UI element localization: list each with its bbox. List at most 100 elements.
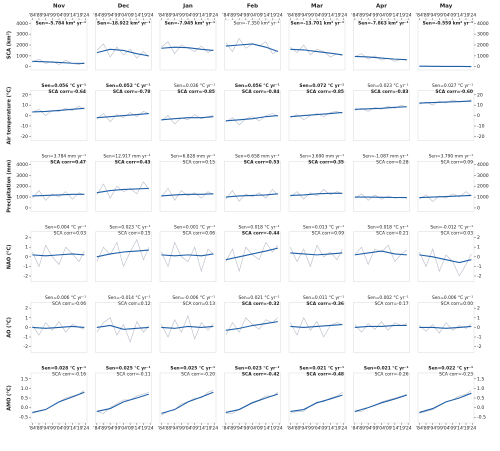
trend-line <box>290 323 343 328</box>
raw-line <box>225 317 279 336</box>
annotation: SCA corr=-0.20 <box>181 372 215 378</box>
x-tick-label: '09 <box>385 13 392 19</box>
annotation: Sen=3.784 mm yr⁻¹ <box>42 154 87 160</box>
trend-line <box>290 111 343 118</box>
x-tick-label: '84 <box>287 426 294 432</box>
raw-line <box>290 391 343 414</box>
x-tick-label: '14 <box>456 13 463 19</box>
raw-line <box>354 393 407 412</box>
annotation: Sen=0.036 °C yr⁻¹ <box>174 83 215 89</box>
x-tick-label: '24 <box>469 13 476 19</box>
trend-line <box>96 324 149 330</box>
annotation: SCA corr=0.09 <box>312 230 345 236</box>
x-tick-label: '84 <box>416 13 423 19</box>
y-tick-label: 1 <box>25 245 28 251</box>
panel-frame <box>159 19 217 71</box>
y-tick-label: -1 <box>477 264 482 270</box>
x-tick-label: '99 <box>307 13 314 19</box>
annotation: Sen=-1.087 mm yr⁻¹ <box>363 154 409 160</box>
trend-line <box>161 193 214 197</box>
annotation: Sen=6.828 mm yr⁻¹ <box>171 154 216 160</box>
x-tick-label: '89 <box>358 426 365 432</box>
trend-line <box>419 254 472 264</box>
y-tick-label: -2 <box>477 344 482 350</box>
x-tick-label: '09 <box>127 13 134 19</box>
y-tick-label: 0 <box>25 254 28 260</box>
y-tick-label: 2 <box>25 306 28 312</box>
x-tick-label: '24 <box>405 13 412 19</box>
trend-line <box>354 394 407 412</box>
x-tick-label: '04 <box>55 13 62 19</box>
raw-line <box>225 37 278 55</box>
trend-line <box>419 194 472 199</box>
y-tick-label: 4000 <box>16 21 28 27</box>
x-tick-label: '04 <box>184 426 191 432</box>
panel-frame <box>159 231 217 283</box>
trend-line <box>225 321 278 331</box>
annotation: Sen=-7.945 km² yr⁻¹ <box>165 21 215 27</box>
panel-title: Mar <box>311 4 323 10</box>
raw-line <box>96 43 150 59</box>
panel-frame <box>224 231 281 283</box>
y-tick-label: 1000 <box>16 53 28 59</box>
x-tick-label: '09 <box>191 13 198 19</box>
y-tick-label: 3000 <box>477 32 489 38</box>
x-tick-label: '84 <box>351 426 358 432</box>
y-tick-label: 20 <box>22 92 28 98</box>
panel-title: Nov <box>53 4 65 10</box>
x-tick-label: '09 <box>320 426 327 432</box>
y-tick-label: 10 <box>477 103 483 109</box>
y-tick-label: 2000 <box>16 43 28 49</box>
y-tick-label: 4000 <box>477 162 489 168</box>
annotation: SCA corr=-0.26 <box>375 372 409 378</box>
panel-frame <box>159 90 217 141</box>
x-tick-label: '19 <box>462 426 469 432</box>
y-axis-label: Precipitation (mm) <box>7 160 13 213</box>
panel-frame <box>417 372 475 424</box>
x-tick-label: '19 <box>398 426 405 432</box>
annotation: Sen=0.002 °C yr⁻¹ <box>367 295 408 301</box>
x-tick-label: '14 <box>69 426 76 432</box>
panel-frame <box>159 302 217 353</box>
raw-line <box>354 321 407 333</box>
x-tick-label: '04 <box>120 13 127 19</box>
annotation: Sen=0.023 °C yr⁻¹ <box>109 224 150 230</box>
annotation: Sen=-7.350 km² yr⁻¹ <box>234 21 280 27</box>
annotation: SCA corr=0.09 <box>441 160 474 166</box>
x-tick-label: '84 <box>222 426 229 432</box>
raw-line <box>225 189 279 202</box>
y-tick-label: 0.5 <box>477 396 484 402</box>
raw-line <box>290 244 343 268</box>
y-tick-label: 0.0 <box>477 405 484 411</box>
annotation: Sen=0.018 °C yr⁻¹ <box>367 224 408 230</box>
panel-frame <box>417 231 475 283</box>
annotation: Sen=0.018 °C yr⁻¹ <box>238 224 279 230</box>
x-tick-label: '04 <box>313 13 320 19</box>
annotation: Sen=6.658 mm yr⁻¹ <box>235 154 280 160</box>
annotation: Sen=0.056 °C yr⁻¹ <box>41 83 86 89</box>
x-tick-label: '94 <box>171 426 178 432</box>
annotation: SCA corr=-0.85 <box>306 89 344 95</box>
x-tick-label: '24 <box>82 13 89 19</box>
x-tick-label: '89 <box>100 426 107 432</box>
x-tick-label: '14 <box>198 426 205 432</box>
raw-line <box>96 111 149 123</box>
y-tick-label: 20 <box>477 92 483 98</box>
x-tick-label: '04 <box>184 13 191 19</box>
y-tick-label: 10 <box>22 103 28 109</box>
x-tick-label: '89 <box>358 13 365 19</box>
trend-line <box>225 193 278 198</box>
annotation: SCA corr=-0.83 <box>371 89 409 95</box>
y-tick-label: -1 <box>477 335 482 341</box>
x-tick-label: '09 <box>62 426 69 432</box>
y-tick-label: 3000 <box>16 32 28 38</box>
annotation: SCA corr=0.43 <box>115 160 151 166</box>
annotation: Sen=0.056 °C yr⁻¹ <box>235 83 280 89</box>
annotation: SCA corr=-0.11 <box>117 372 151 378</box>
annotation: Sen=0.011 °C yr⁻¹ <box>303 295 344 301</box>
trend-line <box>161 253 214 257</box>
y-tick-label: 1 <box>477 245 480 251</box>
raw-line <box>419 248 472 277</box>
y-tick-label: 2000 <box>16 184 28 190</box>
